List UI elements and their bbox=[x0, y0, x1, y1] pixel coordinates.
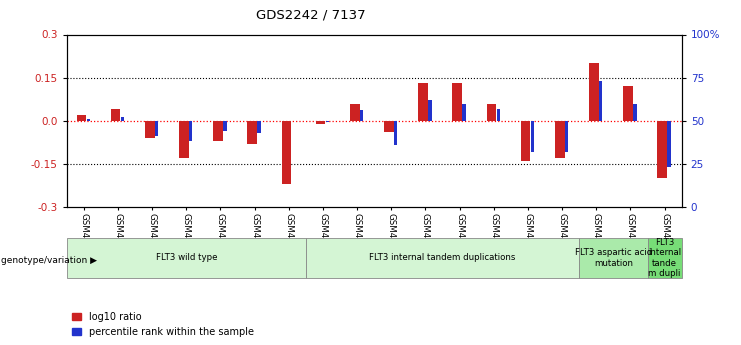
Bar bbox=[565, 121, 568, 152]
Bar bbox=[360, 110, 363, 121]
Text: FLT3
internal
tande
m dupli: FLT3 internal tande m dupli bbox=[648, 238, 681, 278]
Bar bbox=[110, 109, 120, 121]
Bar bbox=[326, 121, 329, 122]
Bar bbox=[179, 121, 189, 158]
Bar bbox=[145, 121, 155, 138]
Bar bbox=[521, 121, 531, 161]
Bar bbox=[76, 115, 86, 121]
Bar bbox=[462, 104, 466, 121]
Bar bbox=[394, 121, 397, 145]
Bar bbox=[384, 121, 393, 132]
Bar bbox=[67, 238, 306, 278]
Bar bbox=[487, 104, 496, 121]
Bar bbox=[623, 86, 633, 121]
Bar bbox=[213, 121, 223, 141]
Text: genotype/variation ▶: genotype/variation ▶ bbox=[1, 256, 98, 265]
Bar bbox=[496, 109, 500, 121]
Bar bbox=[657, 121, 667, 178]
Bar bbox=[599, 81, 602, 121]
Text: GDS2242 / 7137: GDS2242 / 7137 bbox=[256, 9, 366, 22]
Text: FLT3 aspartic acid
mutation: FLT3 aspartic acid mutation bbox=[575, 248, 652, 268]
Legend: log10 ratio, percentile rank within the sample: log10 ratio, percentile rank within the … bbox=[72, 312, 254, 337]
Text: FLT3 internal tandem duplications: FLT3 internal tandem duplications bbox=[369, 253, 516, 263]
Bar bbox=[648, 238, 682, 278]
Bar bbox=[189, 121, 193, 141]
Bar bbox=[350, 104, 359, 121]
Bar bbox=[257, 121, 261, 133]
Text: FLT3 wild type: FLT3 wild type bbox=[156, 253, 217, 263]
Bar bbox=[282, 121, 291, 184]
Bar bbox=[589, 63, 599, 121]
Bar bbox=[579, 238, 648, 278]
Bar bbox=[555, 121, 565, 158]
Bar bbox=[453, 83, 462, 121]
Bar bbox=[223, 121, 227, 131]
Bar bbox=[247, 121, 257, 144]
Bar bbox=[531, 121, 534, 152]
Bar bbox=[316, 121, 325, 124]
Bar bbox=[418, 83, 428, 121]
Bar bbox=[87, 119, 90, 121]
Bar bbox=[668, 121, 671, 167]
Bar bbox=[428, 100, 431, 121]
Bar bbox=[306, 238, 579, 278]
Bar bbox=[121, 117, 124, 121]
Bar bbox=[634, 104, 637, 121]
Bar bbox=[155, 121, 159, 136]
